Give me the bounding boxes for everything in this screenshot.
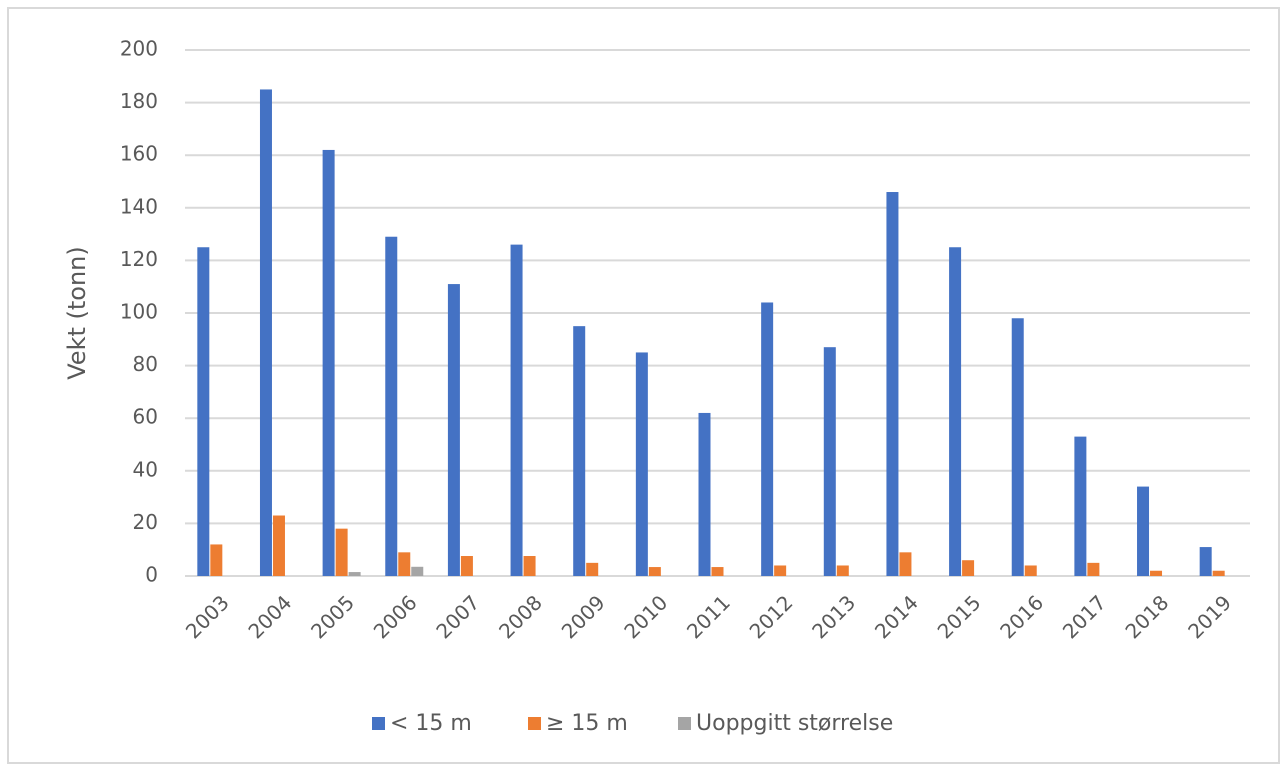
bar (385, 236, 398, 577)
bar (523, 556, 536, 576)
y-tick-label: 140 (120, 194, 158, 218)
bar (1150, 570, 1163, 576)
bar (761, 302, 774, 576)
y-tick-label: 200 (120, 37, 158, 61)
bar (836, 565, 849, 576)
bar (460, 556, 473, 576)
legend-swatch (528, 717, 541, 730)
bar (774, 565, 787, 576)
legend-swatch (372, 717, 385, 730)
bar (335, 528, 348, 576)
bar (348, 572, 361, 576)
bar (1212, 570, 1225, 576)
bar (648, 567, 661, 576)
y-tick-label: 0 (145, 563, 158, 587)
bar (899, 552, 912, 576)
bar (635, 352, 648, 576)
legend-swatch (678, 717, 691, 730)
bar (711, 567, 724, 576)
bar (322, 149, 335, 576)
y-tick-label: 160 (120, 142, 158, 166)
bar (1087, 562, 1100, 576)
bar (447, 284, 460, 576)
y-tick-label: 20 (133, 510, 158, 534)
legend-label: Uoppgitt størrelse (696, 711, 893, 736)
bar (586, 562, 599, 576)
y-tick-label: 100 (120, 300, 158, 324)
bar (1137, 486, 1150, 576)
bar (210, 544, 223, 576)
bar (411, 566, 424, 576)
y-tick-label: 80 (133, 352, 158, 376)
bar (698, 412, 711, 576)
y-tick-label: 60 (133, 405, 158, 429)
bar (272, 515, 285, 576)
y-tick-label: 120 (120, 247, 158, 271)
bar (259, 89, 272, 576)
legend-label: < 15 m (390, 711, 472, 736)
bar (573, 326, 586, 576)
bar (197, 247, 210, 576)
legend-label: ≥ 15 m (546, 711, 628, 736)
bar (510, 244, 523, 576)
bar (1074, 436, 1087, 576)
y-axis-title: Vekt (tonn) (63, 246, 91, 380)
bar (1199, 547, 1212, 576)
bar (1011, 318, 1024, 576)
bar (1024, 565, 1037, 576)
bar (949, 247, 962, 576)
bar (886, 192, 899, 576)
bar (823, 347, 836, 576)
y-tick-label: 180 (120, 89, 158, 113)
bar (962, 560, 975, 576)
bar (398, 552, 411, 576)
y-tick-label: 40 (133, 457, 158, 481)
